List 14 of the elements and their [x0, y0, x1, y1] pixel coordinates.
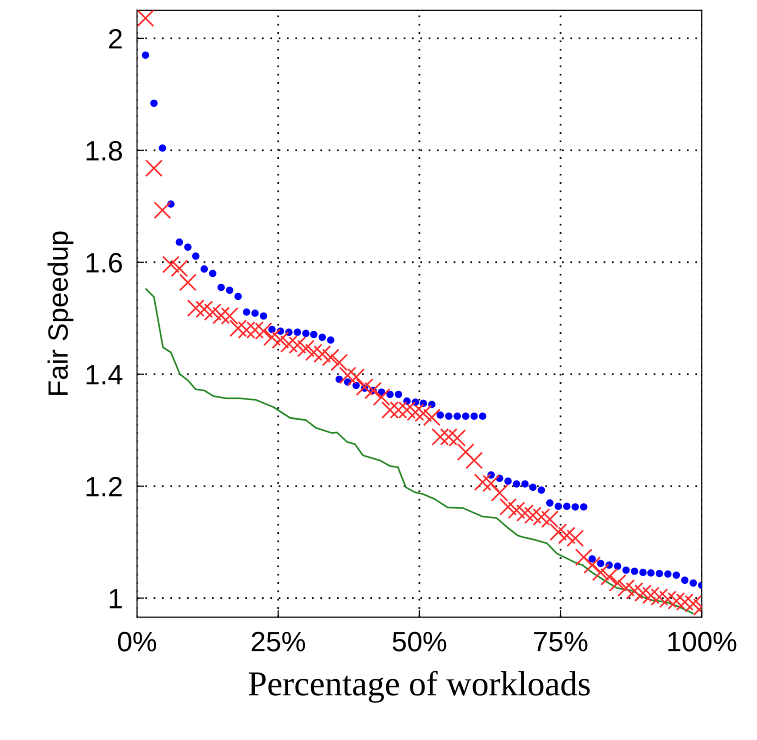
- y-axis-title: Fair Speedup: [48, 232, 74, 395]
- x-tick-label: 75%: [534, 632, 588, 652]
- y-tick-label: 1.8: [86, 140, 122, 161]
- x-tick-label: 50%: [392, 632, 446, 652]
- y-tick-label: 1.6: [86, 252, 122, 273]
- x-tick-label: 100%: [668, 632, 736, 652]
- x-tick-label: 25%: [252, 632, 306, 652]
- y-tick-label: 2: [109, 29, 122, 48]
- x-axis-title: Percentage of workloads: [248, 670, 590, 703]
- y-tick-label: 1: [110, 589, 122, 608]
- x-tick-label: 0%: [118, 632, 156, 652]
- y-tick-label: 1.2: [86, 476, 122, 496]
- line-series: [145, 288, 694, 614]
- y-tick-label: 1.4: [86, 365, 122, 384]
